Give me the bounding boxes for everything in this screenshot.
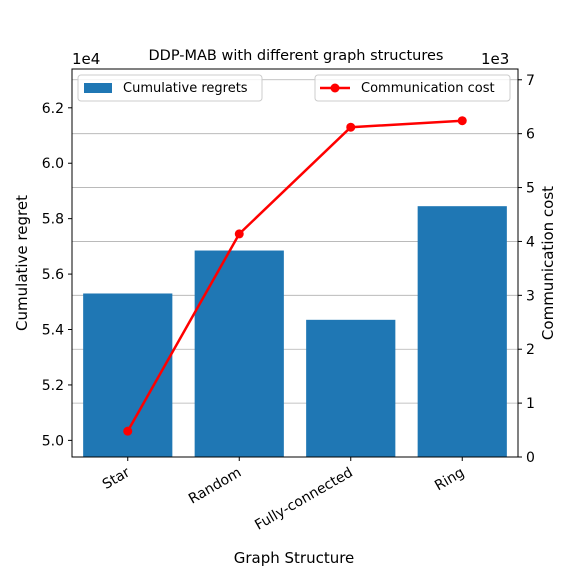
- legend-marker: [330, 83, 340, 93]
- communication-cost-line: [126, 119, 463, 432]
- right-axis: 0 1 2 3 4 5 6 7: [518, 73, 535, 466]
- x-tick-label: Fully-connected: [252, 465, 356, 534]
- left-axis-exponent: 1e4: [72, 50, 100, 68]
- right-tick-label: 0: [526, 450, 535, 466]
- right-axis-exponent: 1e3: [481, 50, 509, 68]
- left-tick-label: 5.0: [42, 433, 64, 449]
- communication-cost-point: [123, 426, 133, 436]
- legend-cumulative-regrets: Cumulative regrets: [77, 74, 263, 102]
- x-axis: Star Random Fully-connected Ring: [100, 457, 467, 534]
- left-tick-label: 6.0: [42, 156, 64, 172]
- x-tick-label: Random: [186, 465, 244, 508]
- legend-label: Cumulative regrets: [123, 81, 248, 96]
- legend-communication-cost: Communication cost: [314, 74, 511, 102]
- right-tick-label: 6: [526, 127, 535, 143]
- x-tick-label: Ring: [432, 465, 467, 495]
- left-axis: 5.0 5.2 5.4 5.6 5.8 6.0 6.2: [42, 101, 72, 449]
- x-tick-label: Star: [100, 464, 133, 492]
- right-tick-label: 5: [526, 181, 535, 197]
- line-layer: [123, 116, 467, 436]
- x-axis-label: Graph Structure: [234, 549, 355, 567]
- right-tick-label: 1: [526, 396, 535, 412]
- left-tick-label: 5.4: [42, 323, 64, 339]
- right-tick-label: 7: [526, 73, 535, 89]
- bar-ring: [417, 206, 507, 457]
- bar-random: [194, 250, 284, 457]
- right-tick-label: 3: [526, 288, 535, 304]
- legend-box: [77, 74, 263, 102]
- plot-frame: [71, 68, 519, 458]
- right-axis-label: Communication cost: [539, 186, 557, 340]
- bar-fully-connected: [306, 319, 396, 457]
- communication-cost-point: [457, 116, 467, 126]
- legend-swatch: [84, 83, 112, 93]
- chart-title: DDP-MAB with different graph structures: [149, 48, 444, 64]
- bars-layer: [83, 206, 507, 457]
- left-tick-label: 5.2: [42, 378, 64, 394]
- communication-cost-point: [234, 229, 244, 239]
- communication-cost-point: [346, 122, 356, 132]
- legend-label: Communication cost: [361, 81, 495, 96]
- left-tick-label: 6.2: [42, 101, 64, 117]
- left-tick-label: 5.6: [42, 267, 64, 283]
- right-tick-label: 2: [526, 342, 535, 358]
- left-axis-label: Cumulative regret: [13, 195, 31, 331]
- left-tick-label: 5.8: [42, 212, 64, 228]
- legend-box: [314, 74, 511, 102]
- right-tick-label: 4: [526, 234, 535, 250]
